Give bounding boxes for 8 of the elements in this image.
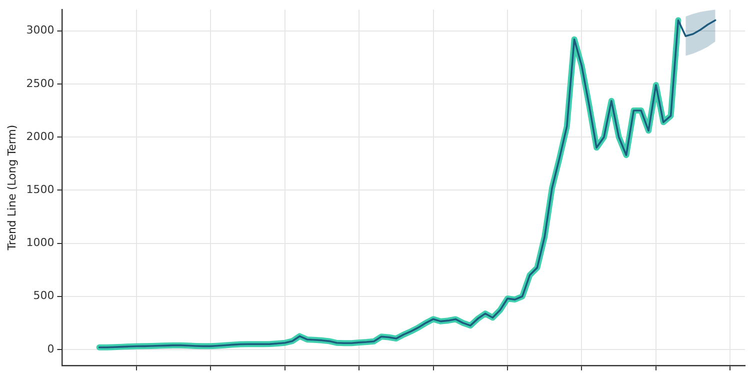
y-axis-title: Trend Line (Long Term) [5,124,18,252]
y-tick-label: 2500 [26,76,54,90]
y-tick-label: 2000 [26,130,54,143]
y-tick-label: 500 [33,289,54,302]
y-tick-label: 3000 [26,24,54,37]
y-tick-label: 1000 [26,236,54,250]
y-tick-label: 0 [47,342,54,356]
y-tick-label: 1500 [26,183,54,196]
